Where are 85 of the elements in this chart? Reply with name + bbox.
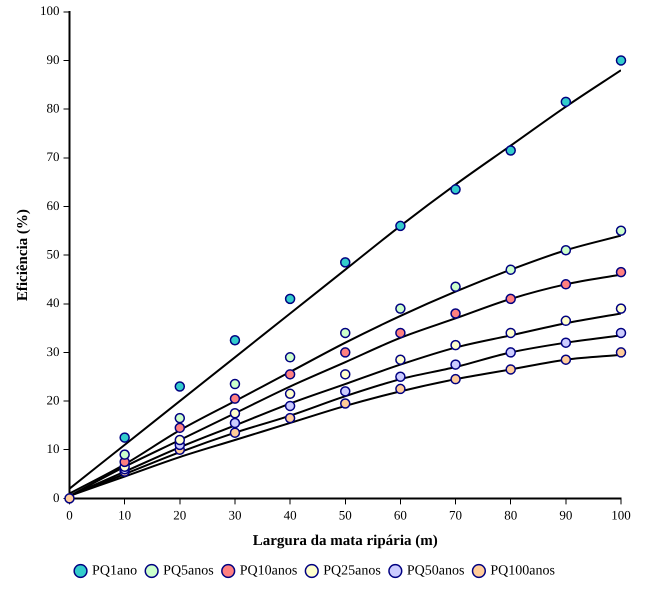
point	[174, 412, 186, 424]
point	[505, 294, 516, 304]
point	[450, 359, 461, 370]
point	[284, 352, 296, 363]
point	[395, 354, 406, 365]
point	[230, 408, 240, 418]
point	[560, 279, 572, 290]
point	[230, 335, 240, 346]
legend-label: PQ1ano	[92, 564, 138, 579]
legend-label: PQ5anos	[163, 564, 214, 579]
point	[284, 294, 296, 304]
point	[450, 374, 461, 384]
point	[340, 328, 350, 338]
point	[450, 308, 461, 319]
point	[230, 378, 240, 390]
x-tick-label: 90	[559, 508, 572, 523]
x-tick-label: 40	[284, 508, 297, 523]
x-tick-label: 20	[173, 508, 186, 523]
point	[505, 145, 516, 156]
point	[395, 384, 406, 394]
point	[230, 393, 240, 404]
point	[616, 328, 626, 338]
point	[395, 220, 406, 232]
point	[174, 422, 186, 434]
point	[505, 347, 516, 358]
point	[505, 328, 516, 338]
point	[560, 337, 572, 348]
legend-label: PQ10anos	[240, 564, 298, 579]
x-axis-title: Largura da mata ripária (m)	[252, 532, 438, 549]
y-tick-label: 90	[46, 52, 60, 67]
y-tick-label: 70	[46, 149, 60, 164]
y-tick-label: 30	[46, 344, 60, 359]
y-tick-label: 10	[46, 441, 60, 456]
point	[616, 226, 626, 236]
y-tick-label: 100	[40, 3, 60, 18]
point	[119, 449, 130, 460]
point	[616, 266, 626, 278]
y-tick-label: 20	[46, 392, 60, 408]
x-tick-label: 30	[228, 508, 242, 523]
y-tick-label: 50	[46, 246, 60, 262]
point	[505, 364, 516, 375]
point	[395, 328, 406, 338]
x-tick-label: 0	[66, 508, 73, 523]
point	[560, 96, 572, 108]
y-tick-label: 0	[53, 490, 60, 505]
legend-label: PQ100anos	[490, 564, 555, 579]
x-tick-label: 80	[504, 508, 518, 523]
point	[505, 264, 516, 275]
point	[560, 354, 572, 365]
point	[230, 418, 240, 428]
point	[284, 388, 296, 400]
x-tick-label: 10	[118, 508, 132, 523]
point	[560, 244, 572, 256]
x-tick-label: 70	[449, 508, 462, 523]
point	[340, 369, 350, 380]
point	[450, 281, 461, 292]
legend-label: PQ50anos	[406, 564, 464, 579]
point	[340, 347, 350, 358]
point	[395, 372, 406, 382]
x-tick-label: 100	[611, 508, 631, 523]
y-axis-title: Eficiência (%)	[14, 209, 31, 302]
point	[616, 347, 626, 358]
point	[450, 184, 461, 195]
point	[230, 427, 240, 438]
point	[340, 386, 350, 397]
point	[395, 303, 406, 314]
x-tick-label: 60	[394, 508, 407, 523]
point	[284, 369, 296, 380]
point	[616, 55, 626, 66]
x-tick-label: 50	[338, 508, 352, 523]
point	[340, 257, 350, 268]
point	[340, 398, 350, 409]
point	[174, 434, 186, 446]
point	[284, 400, 296, 412]
y-tick-label: 40	[46, 295, 60, 310]
point	[450, 340, 461, 350]
legend-label: PQ25anos	[323, 564, 381, 579]
y-tick-label: 80	[46, 100, 60, 116]
point	[616, 303, 626, 314]
point	[284, 412, 296, 424]
point	[119, 432, 130, 443]
y-tick-label: 60	[46, 198, 60, 213]
point	[174, 381, 186, 392]
point	[64, 493, 75, 504]
point	[560, 316, 572, 326]
